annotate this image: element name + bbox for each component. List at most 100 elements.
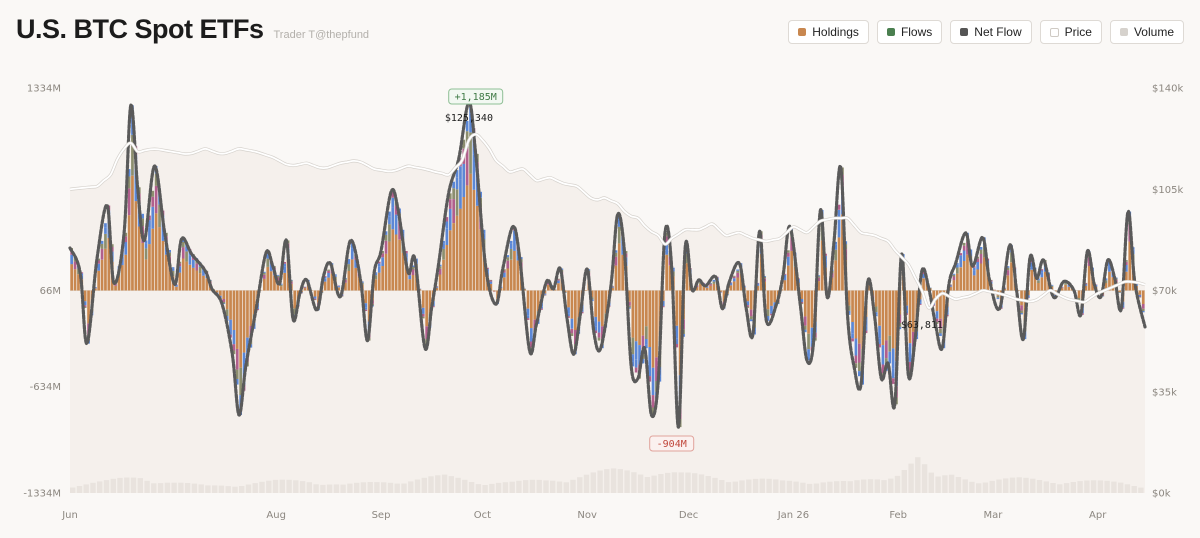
flow-bar: [442, 243, 445, 249]
flow-bar: [455, 189, 459, 216]
flow-bar: [641, 335, 645, 352]
flow-bar: [749, 309, 753, 317]
annotations: +1,185M -904M $125,340 $63,811: [445, 88, 943, 452]
flow-bar: [1081, 313, 1084, 315]
volume-bar: [516, 480, 522, 493]
volume-bar: [367, 482, 373, 493]
flow-bar: [979, 263, 983, 291]
price-swatch-icon: [1049, 27, 1059, 37]
volume-bar: [387, 482, 394, 493]
flow-bar: [533, 290, 537, 320]
flow-bar: [188, 255, 192, 265]
flow-bar: [729, 285, 733, 291]
flow-bar: [374, 273, 378, 276]
flow-bar: [1141, 304, 1145, 309]
flow-bar: [70, 264, 73, 291]
flow-bar: [885, 340, 888, 359]
flow-bar: [614, 252, 618, 257]
flow-bar: [617, 219, 621, 227]
flow-bar: [881, 364, 885, 374]
flow-bar: [232, 350, 236, 355]
volume-bar: [495, 482, 502, 493]
flow-bar: [181, 258, 185, 291]
volume-bar: [482, 485, 488, 493]
flow-bar: [1084, 284, 1088, 286]
x-axis-tick-label: Oct: [474, 510, 491, 521]
flow-bar: [506, 260, 510, 269]
flow-bar: [168, 250, 171, 253]
volume-bar: [847, 481, 853, 493]
flow-bar: [800, 303, 804, 305]
flow-bar: [303, 287, 307, 289]
volume-bar: [915, 457, 921, 493]
x-axis-tick-label: Jun: [61, 510, 78, 521]
volume-bar: [374, 482, 380, 493]
flow-bar: [77, 274, 80, 291]
volume-bar: [948, 474, 955, 493]
flow-bar: [506, 255, 510, 258]
flow-bar: [438, 268, 442, 275]
flow-bar: [354, 259, 357, 268]
flow-bar: [759, 253, 763, 291]
volume-bar: [921, 464, 928, 493]
volume-bar: [144, 480, 150, 493]
flow-bar: [803, 290, 807, 317]
flow-bar: [158, 227, 161, 291]
flow-bar: [912, 331, 915, 347]
volume-bar: [239, 486, 245, 493]
volume-bar: [705, 476, 711, 493]
legend-holdings-button[interactable]: Holdings: [788, 20, 869, 44]
volume-bar: [1124, 484, 1131, 493]
flow-bar: [729, 282, 733, 283]
flow-bar: [685, 253, 689, 264]
flow-bar: [864, 330, 868, 334]
volume-bar: [178, 482, 184, 493]
flow-bar: [405, 266, 408, 291]
volume-bar: [665, 472, 671, 493]
legend-net-flow-button[interactable]: Net Flow: [950, 20, 1032, 44]
flow-bar: [273, 275, 276, 291]
flow-bar: [476, 205, 479, 291]
volume-bar: [124, 477, 130, 493]
flow-bar: [161, 240, 165, 291]
volume-bar: [610, 468, 617, 493]
flow-bar: [878, 325, 881, 339]
flow-bar: [83, 301, 87, 306]
flow-bar: [523, 289, 526, 291]
flow-bar: [283, 272, 286, 291]
flow-bar: [1108, 271, 1111, 291]
flow-bar: [448, 199, 452, 209]
flow-bar: [756, 285, 760, 291]
flow-bar: [837, 237, 841, 291]
flow-bar: [374, 279, 378, 291]
flow-bar: [222, 303, 226, 305]
volume-bar: [955, 477, 962, 493]
flow-bar: [411, 267, 415, 270]
flow-bar: [526, 315, 530, 319]
flow-bar: [729, 283, 733, 286]
legend-price-button[interactable]: Price: [1039, 20, 1102, 44]
flow-bar: [171, 268, 175, 271]
flow-bar: [83, 306, 87, 308]
flow-bar: [327, 269, 330, 271]
flow-bar: [347, 259, 351, 261]
legend-flows-button[interactable]: Flows: [876, 20, 943, 44]
flow-bar: [239, 290, 242, 368]
flow-bar: [1125, 262, 1128, 265]
flow-bar: [435, 287, 439, 291]
flow-bar: [469, 113, 472, 133]
flow-bar: [787, 265, 790, 291]
legend-volume-button[interactable]: Volume: [1109, 20, 1184, 44]
flow-bar: [276, 280, 280, 291]
volume-bar: [421, 477, 427, 493]
right-axis-tick-label: $105k: [1152, 185, 1183, 196]
flow-bar: [181, 247, 185, 259]
volume-bar: [976, 483, 982, 493]
flow-bar: [732, 281, 736, 291]
flow-bar: [952, 280, 956, 291]
flow-bar: [303, 288, 307, 291]
volume-bar: [685, 472, 691, 493]
flow-bar: [986, 270, 990, 291]
volume-bar: [414, 479, 421, 493]
volume-bar: [1030, 478, 1036, 493]
